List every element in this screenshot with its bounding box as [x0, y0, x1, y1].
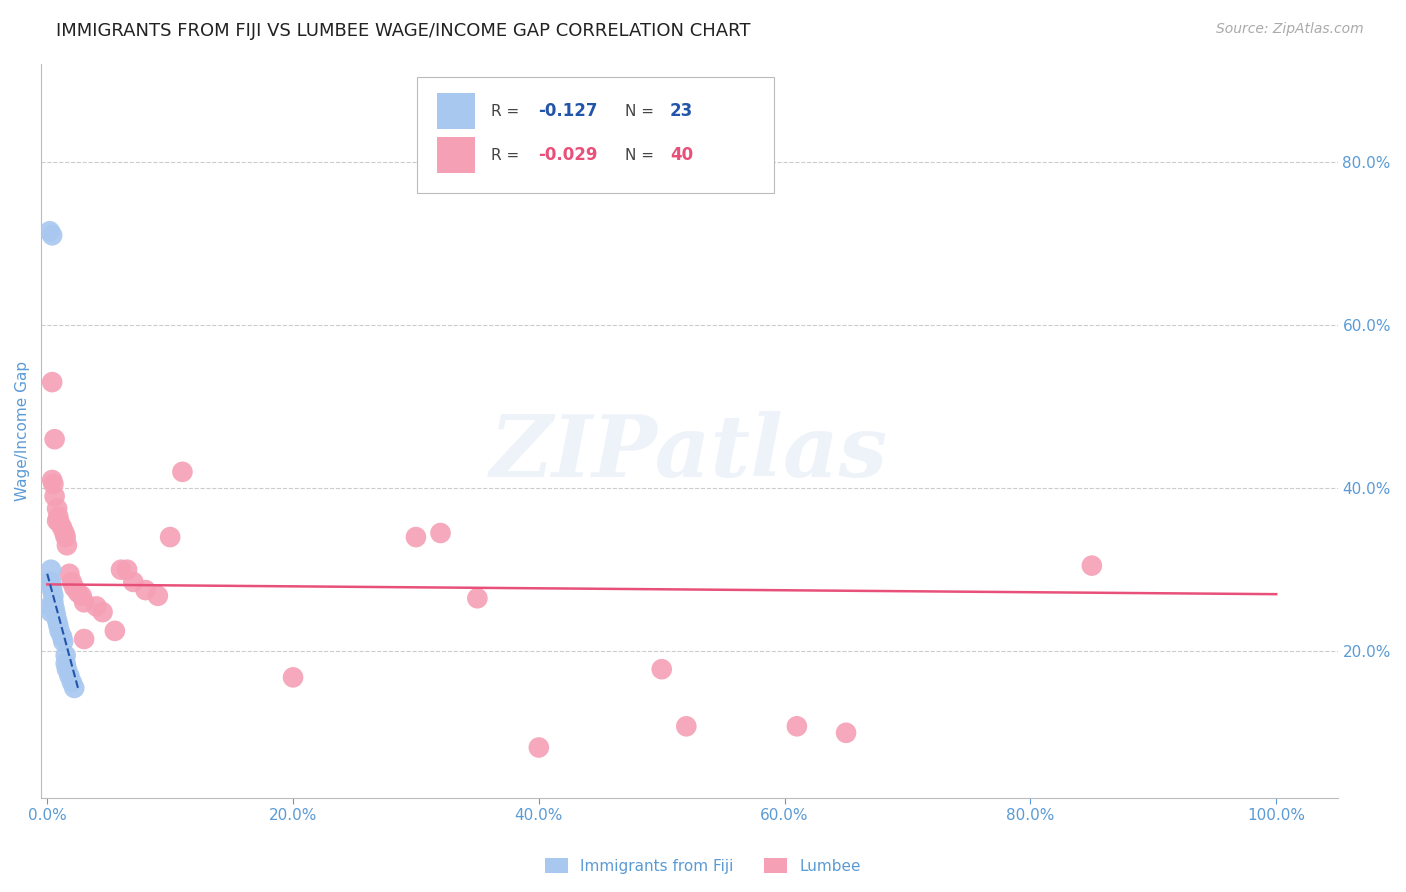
- Text: Source: ZipAtlas.com: Source: ZipAtlas.com: [1216, 22, 1364, 37]
- Point: [41, 375, 63, 389]
- Point: [73, 632, 96, 646]
- Text: IMMIGRANTS FROM FIJI VS LUMBEE WAGE/INCOME GAP CORRELATION CHART: IMMIGRANTS FROM FIJI VS LUMBEE WAGE/INCO…: [56, 22, 751, 40]
- Point: [104, 624, 127, 638]
- Text: R =: R =: [491, 147, 519, 162]
- Text: -0.029: -0.029: [537, 146, 598, 164]
- Point: [58, 566, 80, 581]
- Point: [38, 599, 60, 614]
- Point: [172, 465, 194, 479]
- Point: [39, 574, 62, 589]
- Point: [63, 581, 86, 595]
- Text: ZIPatlas: ZIPatlas: [491, 411, 889, 495]
- Point: [58, 669, 80, 683]
- Point: [110, 563, 132, 577]
- Point: [135, 583, 157, 598]
- Point: [122, 574, 145, 589]
- Point: [159, 530, 181, 544]
- Y-axis label: Wage/Income Gap: Wage/Income Gap: [15, 361, 30, 501]
- Point: [1081, 558, 1104, 573]
- Point: [429, 526, 451, 541]
- Point: [786, 719, 808, 733]
- Point: [56, 538, 79, 552]
- Point: [60, 574, 83, 589]
- Point: [91, 605, 114, 619]
- Point: [41, 228, 63, 243]
- Legend: Immigrants from Fiji, Lumbee: Immigrants from Fiji, Lumbee: [538, 852, 868, 880]
- Point: [55, 530, 77, 544]
- Point: [44, 602, 66, 616]
- Text: -0.127: -0.127: [537, 102, 598, 120]
- Point: [55, 657, 77, 671]
- Point: [53, 526, 76, 541]
- Point: [39, 563, 62, 577]
- Point: [46, 613, 69, 627]
- FancyBboxPatch shape: [418, 77, 773, 193]
- Point: [675, 719, 697, 733]
- Point: [281, 670, 304, 684]
- Point: [66, 585, 89, 599]
- Point: [651, 662, 673, 676]
- Point: [56, 662, 79, 676]
- Point: [51, 630, 73, 644]
- Point: [38, 224, 60, 238]
- Point: [42, 477, 65, 491]
- Point: [70, 589, 93, 603]
- Point: [835, 726, 858, 740]
- Point: [51, 520, 73, 534]
- Text: 40: 40: [669, 146, 693, 164]
- Point: [52, 634, 75, 648]
- Point: [41, 473, 63, 487]
- Point: [44, 489, 66, 503]
- Point: [63, 681, 86, 695]
- Point: [467, 591, 489, 606]
- Point: [45, 607, 67, 622]
- Text: N =: N =: [624, 103, 654, 119]
- Point: [42, 595, 65, 609]
- Text: N =: N =: [624, 147, 654, 162]
- FancyBboxPatch shape: [436, 94, 475, 128]
- Point: [46, 618, 69, 632]
- Point: [48, 624, 70, 638]
- Point: [48, 516, 70, 530]
- Point: [46, 514, 69, 528]
- Point: [38, 574, 60, 589]
- Point: [46, 501, 69, 516]
- Point: [86, 599, 108, 614]
- FancyBboxPatch shape: [436, 137, 475, 173]
- Point: [46, 509, 69, 524]
- Point: [115, 563, 138, 577]
- Point: [60, 675, 83, 690]
- Point: [39, 605, 62, 619]
- Point: [41, 583, 63, 598]
- Point: [73, 595, 96, 609]
- Point: [405, 530, 427, 544]
- Point: [55, 648, 77, 663]
- Text: R =: R =: [491, 103, 519, 119]
- Text: 23: 23: [669, 102, 693, 120]
- Point: [527, 740, 550, 755]
- Point: [146, 589, 169, 603]
- Point: [44, 432, 66, 446]
- Point: [42, 589, 65, 603]
